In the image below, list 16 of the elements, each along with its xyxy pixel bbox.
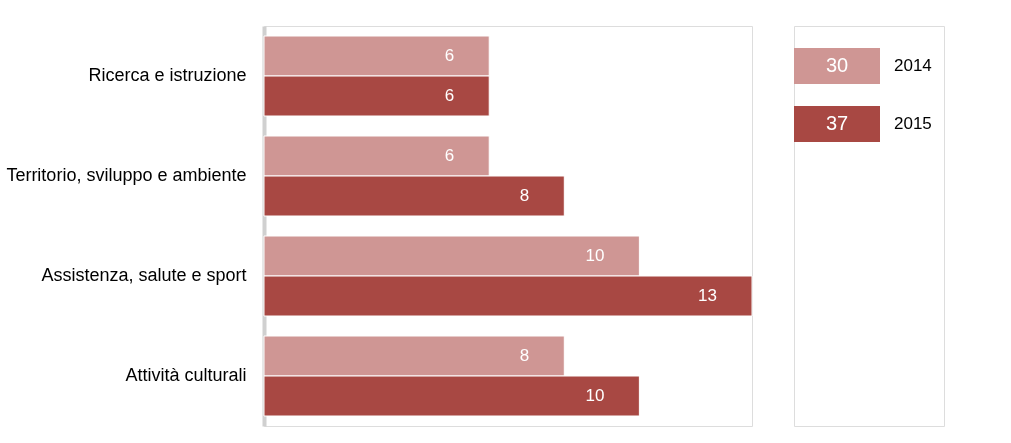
data-label: 8: [519, 346, 530, 365]
text: 2015: [894, 114, 932, 133]
text: 2014: [894, 56, 932, 75]
text: 30: [825, 54, 849, 76]
y-tick-label: Attività culturali: [125, 365, 247, 385]
data-label: 10: [585, 386, 605, 405]
y-tick-label: Ricerca e istruzione: [88, 65, 247, 85]
text: 37: [825, 112, 849, 134]
data-label: 6: [444, 86, 455, 105]
data-label: 10: [585, 246, 605, 265]
y-tick-label: Territorio, sviluppo e ambiente: [6, 165, 247, 185]
data-label: 13: [698, 286, 717, 305]
data-label: 6: [444, 46, 455, 65]
data-label: 6: [444, 146, 455, 165]
y-tick-label: Assistenza, salute e sport: [41, 265, 247, 285]
data-label: 8: [519, 186, 530, 205]
